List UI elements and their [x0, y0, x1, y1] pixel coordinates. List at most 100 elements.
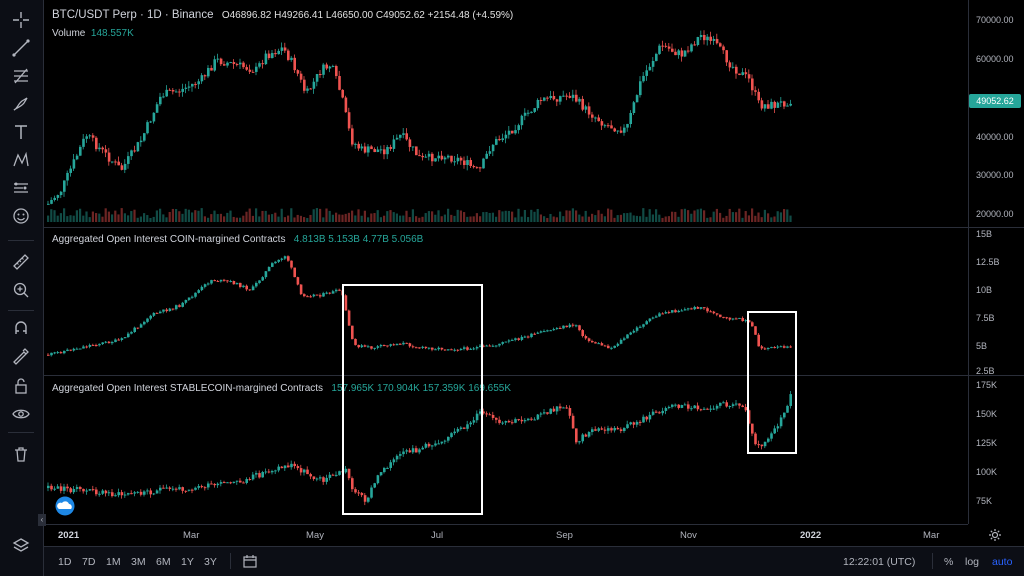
oi-coin-candle — [587, 338, 591, 342]
price-candle — [763, 104, 767, 109]
oi-coin-candle — [539, 331, 543, 333]
volume-label[interactable]: Volume — [52, 28, 86, 39]
prediction-icon[interactable] — [7, 174, 35, 202]
volume-bar — [507, 210, 510, 222]
price-candle — [613, 128, 616, 132]
price-candle — [536, 99, 540, 109]
range-1y-button[interactable]: 1Y — [181, 556, 194, 568]
oi-stable-candle — [347, 468, 351, 479]
emoji-icon[interactable] — [7, 202, 35, 230]
price-candle — [392, 139, 396, 149]
time-tick: Jul — [431, 530, 444, 541]
price-candle — [322, 64, 325, 75]
volume-bar — [527, 217, 530, 222]
crosshair-icon[interactable] — [7, 6, 35, 34]
symbol-title[interactable]: BTC/USDT Perp · 1D · Binance — [52, 9, 214, 21]
oi-stable-candle — [226, 482, 229, 484]
volume-bar — [267, 214, 270, 222]
percent-scale-toggle[interactable]: % — [944, 556, 954, 568]
brush-icon[interactable] — [7, 90, 35, 118]
goto-date-icon[interactable] — [243, 555, 257, 568]
collapse-toolbar-button[interactable]: ‹ — [38, 514, 46, 526]
oi-stable-candle — [255, 473, 258, 475]
pane-separator[interactable] — [44, 375, 1024, 376]
oi-stable-candle — [107, 492, 111, 494]
price-candle — [136, 142, 140, 152]
volume-bar — [757, 212, 760, 222]
price-candle — [466, 160, 469, 166]
oi-stable-candle — [587, 432, 591, 437]
ohlc-high: H49266.41 — [274, 10, 324, 21]
volume-bar — [328, 210, 331, 222]
log-scale-toggle[interactable]: log — [965, 556, 980, 568]
lock-icon[interactable] — [7, 372, 35, 400]
price-candle — [114, 161, 117, 163]
volume-bar — [152, 216, 155, 222]
price-candle — [187, 86, 191, 88]
price-candle — [181, 88, 184, 92]
oi-coin-candle — [184, 299, 188, 303]
time-axis[interactable] — [44, 524, 968, 546]
utc-clock[interactable]: 12:22:01 (UTC) — [843, 556, 916, 568]
layers-icon[interactable] — [7, 532, 35, 560]
oi-stable-candle — [581, 434, 584, 442]
price-candle — [95, 137, 98, 150]
price-scale[interactable] — [968, 0, 1024, 524]
oi-stable-candle — [456, 428, 460, 432]
range-3m-button[interactable]: 3M — [131, 556, 146, 568]
pane-separator[interactable] — [44, 227, 1024, 228]
oi-coin-candle — [347, 310, 351, 326]
oi-coin-candle — [415, 347, 418, 349]
volume-bar — [159, 208, 162, 222]
oi-stable-label[interactable]: Aggregated Open Interest STABLECOIN-marg… — [52, 383, 324, 394]
zoom-icon[interactable] — [7, 276, 35, 304]
price-candle — [575, 94, 578, 102]
range-1m-button[interactable]: 1M — [106, 556, 121, 568]
oi-coin-candle — [66, 349, 69, 351]
magnet-icon[interactable] — [7, 314, 35, 342]
oi-stable-candle — [309, 474, 312, 477]
oi-coin-candle — [117, 339, 120, 341]
volume-bar — [66, 216, 69, 222]
range-6m-button[interactable]: 6M — [156, 556, 171, 568]
oi-coin-candle — [191, 296, 194, 298]
volume-bar — [187, 209, 190, 222]
volume-bar — [392, 212, 395, 222]
oi-coin-candle — [104, 341, 108, 343]
oi-coin-candle — [440, 347, 444, 350]
auto-scale-toggle[interactable]: auto — [992, 556, 1013, 568]
pattern-icon[interactable] — [7, 146, 35, 174]
oi-stable-candle — [648, 414, 652, 420]
volume-bar — [296, 214, 299, 222]
oi-stable-candle — [331, 474, 335, 476]
oi-stable-candle — [562, 407, 565, 409]
volume-bar — [207, 217, 210, 222]
settings-gear-icon[interactable] — [988, 528, 1002, 542]
fib-icon[interactable] — [7, 62, 35, 90]
range-3y-button[interactable]: 3Y — [204, 556, 217, 568]
volume-bar — [463, 212, 466, 222]
oi-stable-candle — [514, 419, 517, 423]
volume-bar — [719, 212, 722, 222]
oi-coin-candle — [245, 285, 248, 290]
price-candle — [776, 102, 780, 108]
ruler-icon[interactable] — [7, 248, 35, 276]
oi-coin-candle — [591, 341, 594, 343]
oi-coin-candle — [111, 342, 114, 344]
trend-line-icon[interactable] — [7, 34, 35, 62]
cloud-logo-icon — [53, 496, 77, 516]
volume-bar — [399, 215, 402, 222]
oi-coin-candle — [447, 349, 450, 351]
eye-icon[interactable] — [7, 400, 35, 428]
range-7d-button[interactable]: 7D — [82, 556, 96, 568]
volume-bar — [549, 213, 552, 222]
oi-stable-candle — [143, 491, 146, 495]
oi-coin-candle — [626, 334, 629, 339]
volume-bar — [271, 214, 274, 222]
range-1d-button[interactable]: 1D — [58, 556, 72, 568]
oi-coin-label[interactable]: Aggregated Open Interest COIN-margined C… — [52, 234, 286, 245]
text-icon[interactable] — [7, 118, 35, 146]
oi-stable-candle — [290, 463, 293, 468]
trash-icon[interactable] — [7, 440, 35, 468]
lock-drawings-icon[interactable] — [7, 342, 35, 370]
